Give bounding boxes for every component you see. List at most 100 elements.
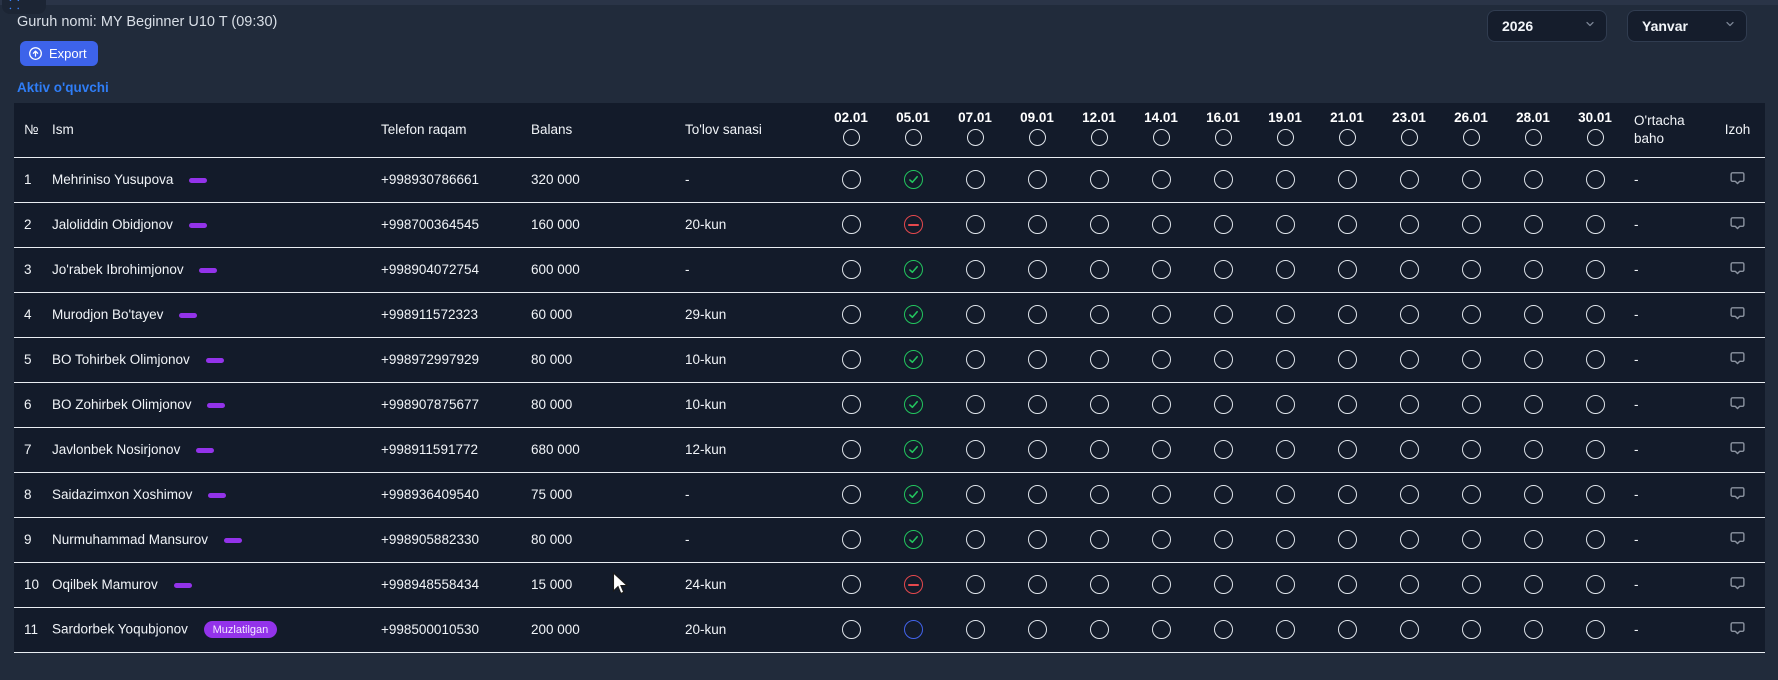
attendance-empty-circle[interactable] xyxy=(841,350,861,369)
attendance-empty-circle[interactable] xyxy=(1275,485,1295,504)
attendance-empty-circle[interactable] xyxy=(1523,395,1543,414)
attendance-empty-circle[interactable] xyxy=(1089,215,1109,234)
attendance-empty-circle[interactable] xyxy=(1089,620,1109,639)
attendance-empty-circle[interactable] xyxy=(1337,260,1357,279)
attendance-empty-circle[interactable] xyxy=(1027,350,1047,369)
attendance-empty-circle[interactable] xyxy=(1585,170,1605,189)
attendance-empty-circle[interactable] xyxy=(1027,530,1047,549)
attendance-empty-circle[interactable] xyxy=(1523,170,1543,189)
attendance-empty-circle[interactable] xyxy=(1399,350,1419,369)
attendance-present-icon[interactable] xyxy=(903,350,923,369)
attendance-empty-circle[interactable] xyxy=(965,170,985,189)
attendance-empty-circle[interactable] xyxy=(1027,260,1047,279)
attendance-empty-circle[interactable] xyxy=(1151,575,1171,594)
attendance-empty-circle[interactable] xyxy=(1461,170,1481,189)
attendance-empty-circle[interactable] xyxy=(1523,575,1543,594)
attendance-empty-circle[interactable] xyxy=(1275,305,1295,324)
attendance-empty-circle[interactable] xyxy=(1089,305,1109,324)
attendance-empty-circle[interactable] xyxy=(1275,170,1295,189)
attendance-empty-circle[interactable] xyxy=(1151,485,1171,504)
attendance-empty-circle[interactable] xyxy=(1213,395,1233,414)
attendance-empty-circle[interactable] xyxy=(1399,305,1419,324)
attendance-empty-circle[interactable] xyxy=(1337,575,1357,594)
attendance-present-icon[interactable] xyxy=(903,485,923,504)
attendance-empty-circle[interactable] xyxy=(1523,620,1543,639)
attendance-empty-circle[interactable] xyxy=(1461,620,1481,639)
attendance-empty-circle[interactable] xyxy=(1151,305,1171,324)
attendance-empty-circle[interactable] xyxy=(1151,530,1171,549)
attendance-empty-circle[interactable] xyxy=(841,395,861,414)
attendance-empty-circle[interactable] xyxy=(1089,350,1109,369)
attendance-empty-circle[interactable] xyxy=(1523,215,1543,234)
date-select-circle[interactable] xyxy=(904,129,922,146)
attendance-empty-circle[interactable] xyxy=(1275,395,1295,414)
attendance-empty-circle[interactable] xyxy=(1337,215,1357,234)
attendance-empty-circle[interactable] xyxy=(965,215,985,234)
attendance-empty-circle[interactable] xyxy=(1523,350,1543,369)
attendance-empty-circle[interactable] xyxy=(1523,305,1543,324)
attendance-empty-circle[interactable] xyxy=(1027,215,1047,234)
attendance-empty-circle[interactable] xyxy=(1585,575,1605,594)
attendance-empty-circle[interactable] xyxy=(841,530,861,549)
comment-icon[interactable] xyxy=(1727,618,1748,642)
attendance-empty-circle[interactable] xyxy=(1523,440,1543,459)
attendance-empty-circle[interactable] xyxy=(1089,170,1109,189)
date-select-circle[interactable] xyxy=(1214,129,1232,146)
attendance-empty-circle[interactable] xyxy=(1399,215,1419,234)
attendance-empty-circle[interactable] xyxy=(1337,350,1357,369)
attendance-empty-circle[interactable] xyxy=(1027,440,1047,459)
attendance-empty-circle[interactable] xyxy=(1089,575,1109,594)
attendance-empty-circle[interactable] xyxy=(1461,305,1481,324)
attendance-empty-circle[interactable] xyxy=(1089,260,1109,279)
attendance-empty-circle[interactable] xyxy=(1337,440,1357,459)
attendance-empty-circle[interactable] xyxy=(1399,395,1419,414)
attendance-present-icon[interactable] xyxy=(903,260,923,279)
attendance-empty-circle[interactable] xyxy=(1027,170,1047,189)
attendance-empty-circle[interactable] xyxy=(1275,215,1295,234)
attendance-empty-circle[interactable] xyxy=(1461,530,1481,549)
attendance-empty-circle[interactable] xyxy=(1337,620,1357,639)
drag-handle-icon[interactable]: ⸬ xyxy=(2,0,46,14)
comment-icon[interactable] xyxy=(1727,393,1748,417)
attendance-empty-circle[interactable] xyxy=(1337,305,1357,324)
attendance-absent-icon[interactable] xyxy=(903,215,923,234)
attendance-empty-circle[interactable] xyxy=(1585,350,1605,369)
attendance-empty-circle[interactable] xyxy=(1213,530,1233,549)
comment-icon[interactable] xyxy=(1727,168,1748,192)
attendance-empty-circle[interactable] xyxy=(1151,260,1171,279)
date-select-circle[interactable] xyxy=(842,129,860,146)
comment-icon[interactable] xyxy=(1727,258,1748,282)
attendance-empty-circle[interactable] xyxy=(1523,530,1543,549)
attendance-present-icon[interactable] xyxy=(903,395,923,414)
attendance-present-icon[interactable] xyxy=(903,170,923,189)
attendance-empty-circle[interactable] xyxy=(1027,305,1047,324)
attendance-empty-circle[interactable] xyxy=(1523,485,1543,504)
attendance-empty-circle[interactable] xyxy=(1399,530,1419,549)
attendance-empty-circle[interactable] xyxy=(1213,485,1233,504)
attendance-empty-circle[interactable] xyxy=(1337,170,1357,189)
attendance-empty-circle[interactable] xyxy=(1337,485,1357,504)
attendance-empty-circle[interactable] xyxy=(1027,485,1047,504)
attendance-empty-circle[interactable] xyxy=(1399,620,1419,639)
attendance-empty-circle[interactable] xyxy=(1275,575,1295,594)
attendance-empty-circle[interactable] xyxy=(1585,305,1605,324)
comment-icon[interactable] xyxy=(1727,528,1748,552)
attendance-empty-circle[interactable] xyxy=(841,485,861,504)
attendance-empty-circle[interactable] xyxy=(1461,215,1481,234)
date-select-circle[interactable] xyxy=(1152,129,1170,146)
attendance-empty-circle[interactable] xyxy=(965,485,985,504)
attendance-empty-circle[interactable] xyxy=(841,440,861,459)
attendance-frozen-icon[interactable] xyxy=(903,620,923,639)
attendance-empty-circle[interactable] xyxy=(1585,215,1605,234)
attendance-empty-circle[interactable] xyxy=(841,215,861,234)
attendance-empty-circle[interactable] xyxy=(1213,620,1233,639)
comment-icon[interactable] xyxy=(1727,483,1748,507)
date-select-circle[interactable] xyxy=(1524,129,1542,146)
attendance-empty-circle[interactable] xyxy=(1089,395,1109,414)
attendance-empty-circle[interactable] xyxy=(1523,260,1543,279)
attendance-empty-circle[interactable] xyxy=(1337,395,1357,414)
attendance-empty-circle[interactable] xyxy=(1213,260,1233,279)
attendance-empty-circle[interactable] xyxy=(1461,485,1481,504)
attendance-empty-circle[interactable] xyxy=(965,260,985,279)
comment-icon[interactable] xyxy=(1727,438,1748,462)
